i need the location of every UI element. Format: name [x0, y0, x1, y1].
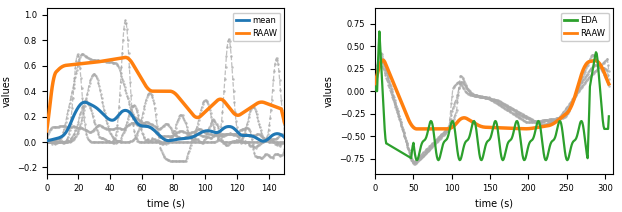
EDA [587, 81, 595, 84]
mean [259, 140, 267, 142]
EDA [445, 131, 453, 134]
RAAW [189, 114, 197, 116]
X-axis label: time (s): time (s) [475, 198, 513, 208]
Y-axis label: values: values [1, 75, 11, 107]
Line: EDA: EDA [375, 31, 609, 160]
Legend: EDA, RAAW: EDA, RAAW [561, 13, 608, 42]
EDA [376, 30, 383, 33]
RAAW [379, 59, 387, 61]
RAAW [259, 101, 267, 103]
EDA [605, 115, 613, 118]
mean [281, 136, 288, 139]
RAAW [436, 128, 443, 130]
mean [260, 140, 267, 142]
RAAW [185, 109, 193, 111]
mean [81, 101, 88, 103]
mean [189, 135, 197, 138]
RAAW [446, 127, 453, 130]
EDA [483, 141, 491, 143]
RAAW [44, 124, 51, 127]
mean [185, 137, 192, 139]
EDA [435, 158, 443, 160]
RAAW [474, 124, 481, 126]
RAAW [413, 128, 420, 130]
EDA [499, 159, 506, 162]
Legend: mean, RAAW: mean, RAAW [233, 13, 281, 42]
RAAW [398, 103, 406, 105]
RAAW [484, 126, 491, 129]
RAAW [244, 108, 252, 111]
RAAW [587, 60, 595, 63]
Line: RAAW: RAAW [375, 60, 609, 129]
X-axis label: time (s): time (s) [147, 198, 185, 208]
RAAW [43, 130, 50, 132]
mean [185, 137, 193, 139]
Y-axis label: values: values [324, 75, 334, 107]
RAAW [281, 121, 288, 124]
RAAW [371, 82, 379, 85]
EDA [371, 85, 379, 88]
mean [44, 139, 51, 142]
EDA [473, 134, 481, 137]
Line: RAAW: RAAW [47, 57, 284, 131]
mean [244, 134, 252, 137]
Line: mean: mean [47, 102, 284, 141]
EDA [398, 151, 406, 154]
RAAW [122, 56, 129, 59]
mean [43, 139, 50, 142]
RAAW [185, 108, 192, 110]
RAAW [605, 83, 613, 85]
